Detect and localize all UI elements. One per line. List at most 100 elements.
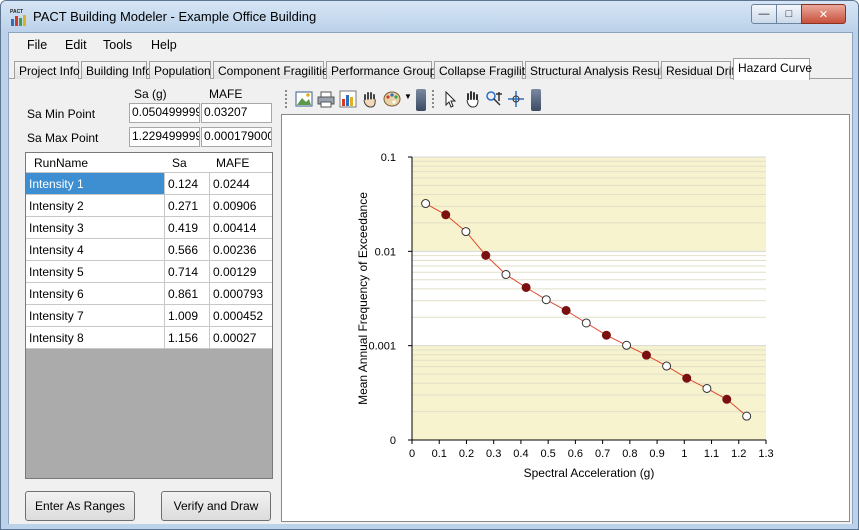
sa-max-input[interactable]: 1.2294999999 [129,127,200,147]
palette-icon[interactable] [383,90,401,108]
curve-point [622,340,632,350]
table-row[interactable]: Intensity 2 0.271 0.00906 [26,195,272,217]
chevron-down-icon[interactable]: ▼ [404,92,412,101]
tab-structural-analysis-results[interactable]: Structural Analysis Results [525,61,672,79]
table-row[interactable]: Intensity 4 0.566 0.00236 [26,239,272,261]
toolbar-grip[interactable] [285,90,288,108]
tab-residual-drift[interactable]: Residual Drift [661,61,738,79]
mafe-cell[interactable]: 0.00129 [213,265,257,279]
enter-as-ranges-button[interactable]: Enter As Ranges [25,491,135,521]
zoom-axis-icon[interactable] [485,90,503,108]
curve-point [581,318,591,328]
sa-cell[interactable]: 0.861 [165,283,210,304]
app-icon-text: PACT [10,9,23,15]
mafe-cell[interactable]: 0.0244 [213,177,250,191]
sa-cell[interactable]: 0.124 [165,173,210,194]
runname-cell[interactable]: Intensity 5 [26,261,165,282]
verify-and-draw-button[interactable]: Verify and Draw [161,491,271,521]
tab-building-info[interactable]: Building Info [81,61,152,79]
table-row[interactable]: Intensity 1 0.124 0.0244 [26,173,272,195]
sa-cell[interactable]: 1.009 [165,305,210,326]
mafe-cell[interactable]: 0.000793 [213,287,264,301]
tab-project-info[interactable]: Project Info [14,61,80,79]
sa-cell[interactable]: 0.714 [165,261,210,282]
x-tick-label: 0 [409,448,415,460]
sa-column-header: Sa (g) [134,87,167,101]
mafe-max-input[interactable]: 0.000179000 [201,127,272,147]
export-image-icon[interactable] [295,90,313,108]
chart-type-icon[interactable] [339,90,357,108]
mafe-cell[interactable]: 0.000452 [213,309,264,323]
pointer-icon[interactable] [441,90,459,108]
tab-collapse-fragility[interactable]: Collapse Fragility [434,61,531,79]
client-area: File Edit Tools Help Project Info Buildi… [8,32,853,524]
sa-cell[interactable]: 1.156 [165,327,210,348]
x-tick-label: 0.2 [459,448,474,460]
runname-cell[interactable]: Intensity 1 [26,173,165,194]
mafe-min-input[interactable]: 0.03207 [201,103,272,123]
pan-hand-icon[interactable] [361,90,379,108]
hazard-curve-chart-panel[interactable]: 0 0.1 0.2 0.3 0.4 0.5 0.6 0.7 0.8 0.9 1 1.1 1.2 1.3 0.… [281,114,850,522]
curve-point [541,295,551,305]
hazard-curve-chart: 0 0.1 0.2 0.3 0.4 0.5 0.6 0.7 0.8 0.9 1 1.1 1.2 1.3 0.… [356,152,774,480]
sa-max-label: Sa Max Point [27,131,99,145]
tab-population[interactable]: Population [149,61,211,79]
menu-tools[interactable]: Tools [103,38,133,52]
mafe-cell[interactable]: 0.00027 [213,331,257,345]
mafe-cell[interactable]: 0.00236 [213,243,257,257]
curve-point [662,361,672,371]
intensity-point [601,330,611,340]
runname-header[interactable]: RunName [34,156,89,170]
table-row[interactable]: Intensity 5 0.714 0.00129 [26,261,272,283]
crosshair-icon[interactable] [507,90,525,108]
tab-performance-groups[interactable]: Performance Groups [326,61,442,79]
menu-file[interactable]: File [27,38,48,52]
mafe-header[interactable]: MAFE [216,156,250,170]
sa-cell[interactable]: 0.419 [165,217,210,238]
runname-cell[interactable]: Intensity 7 [26,305,165,326]
chart-toolbar: ▼ [283,87,545,111]
runname-cell[interactable]: Intensity 4 [26,239,165,260]
tab-strip: Project Info Building Info Population Co… [9,57,852,80]
tab-hazard-curve[interactable]: Hazard Curve [733,58,812,80]
tab-component-fragilities[interactable]: Component Fragilities [213,61,335,79]
table-row[interactable]: Intensity 8 1.156 0.00027 [26,327,272,349]
sa-cell[interactable]: 0.271 [165,195,210,216]
x-tick-label: 0.8 [622,448,637,460]
x-tick-label: 1 [681,448,687,460]
print-icon[interactable] [317,90,335,108]
chart-bands [412,157,766,440]
runname-cell[interactable]: Intensity 8 [26,327,165,348]
toolbar-overflow-button-2[interactable] [531,89,541,111]
menu-edit[interactable]: Edit [65,38,87,52]
mafe-cell[interactable]: 0.00414 [213,221,257,235]
chart-tick-labels: 0 0.1 0.2 0.3 0.4 0.5 0.6 0.7 0.8 0.9 1 1.1 1.2 1.3 0.… [368,152,773,460]
curve-point [461,227,471,237]
grid-header: RunName Sa MAFE [26,153,272,173]
sa-header[interactable]: Sa [172,156,187,170]
runname-cell[interactable]: Intensity 6 [26,283,165,304]
table-row[interactable]: Intensity 7 1.009 0.000452 [26,305,272,327]
sa-cell[interactable]: 0.566 [165,239,210,260]
runname-cell[interactable]: Intensity 2 [26,195,165,216]
table-row[interactable]: Intensity 6 0.861 0.000793 [26,283,272,305]
table-row[interactable]: Intensity 3 0.419 0.00414 [26,217,272,239]
maximize-icon: □ [785,8,793,20]
title-bar[interactable]: PACT PACT Building Modeler - Example Off… [1,1,858,31]
hand-icon[interactable] [463,90,481,108]
intensity-grid[interactable]: RunName Sa MAFE Intensity 1 0.124 0.0244 In… [25,152,273,479]
maximize-button[interactable]: □ [776,4,802,24]
hazard-curve-page: Sa (g) MAFE Sa Min Point 0.0504999999 0.… [9,79,852,524]
sa-min-input[interactable]: 0.0504999999 [129,103,200,123]
minimize-button[interactable]: — [751,4,777,24]
close-button[interactable]: ✕ [801,4,846,24]
intensity-point [641,350,651,360]
intensity-point [521,282,531,292]
chart-markers [421,199,752,421]
toolbar-grip-2[interactable] [432,90,435,108]
mafe-cell[interactable]: 0.00906 [213,199,257,213]
toolbar-overflow-button[interactable] [416,89,426,111]
runname-cell[interactable]: Intensity 3 [26,217,165,238]
menu-help[interactable]: Help [151,38,177,52]
